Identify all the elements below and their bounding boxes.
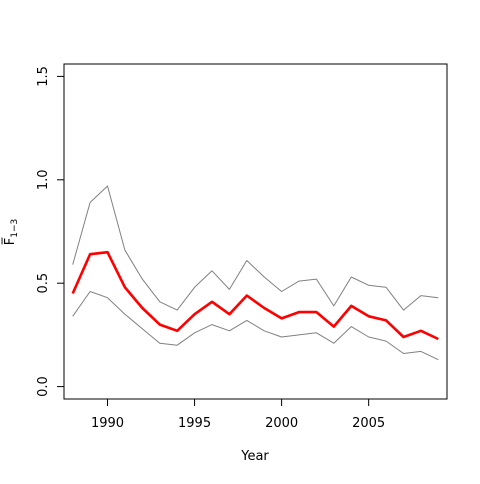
series-line-upper	[72, 185, 439, 311]
y-axis-label: F̅1−3	[2, 219, 20, 245]
y-tick-label: 0.5	[36, 273, 51, 294]
x-tick-label: 2000	[265, 416, 298, 431]
y-tick-label: 0.0	[36, 376, 51, 397]
x-tick-label: 1990	[91, 416, 124, 431]
series-layer	[71, 185, 439, 361]
y-tick-label: 1.5	[36, 66, 51, 87]
x-axis-label: Year	[240, 449, 269, 464]
axis-layer: 1990 1995 2000 2005 0.0 0.5 1.0 1.5	[36, 66, 385, 431]
svg-text:F̅1−3: F̅1−3	[2, 219, 20, 245]
series-line-lower	[72, 291, 439, 361]
series-line-estimate	[71, 250, 439, 341]
y-tick-label: 1.0	[36, 169, 51, 190]
x-tick-label: 2005	[352, 416, 385, 431]
y-axis-label-main: F̅	[2, 237, 18, 246]
x-tick-label: 1995	[178, 416, 211, 431]
y-axis-label-subscript: 1−3	[10, 219, 20, 238]
plot-frame	[63, 63, 448, 400]
